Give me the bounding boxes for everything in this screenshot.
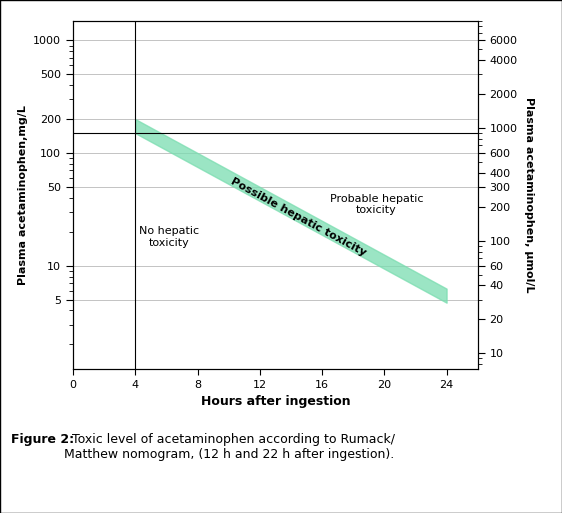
Text: Probable hepatic
toxicity: Probable hepatic toxicity (330, 193, 423, 215)
X-axis label: Hours after ingestion: Hours after ingestion (201, 396, 350, 408)
Text: Toxic level of acetaminophen according to Rumack/
Matthew nomogram, (12 h and 22: Toxic level of acetaminophen according t… (64, 433, 395, 462)
Y-axis label: Plasma acetaminophen,mg/L: Plasma acetaminophen,mg/L (17, 105, 28, 285)
Text: Possible hepatic toxicity: Possible hepatic toxicity (229, 176, 368, 258)
Text: Figure 2:: Figure 2: (11, 433, 74, 446)
Y-axis label: Plasma acetaminophen, μmol/L: Plasma acetaminophen, μmol/L (524, 97, 534, 293)
Text: No hepatic
toxicity: No hepatic toxicity (139, 226, 200, 248)
